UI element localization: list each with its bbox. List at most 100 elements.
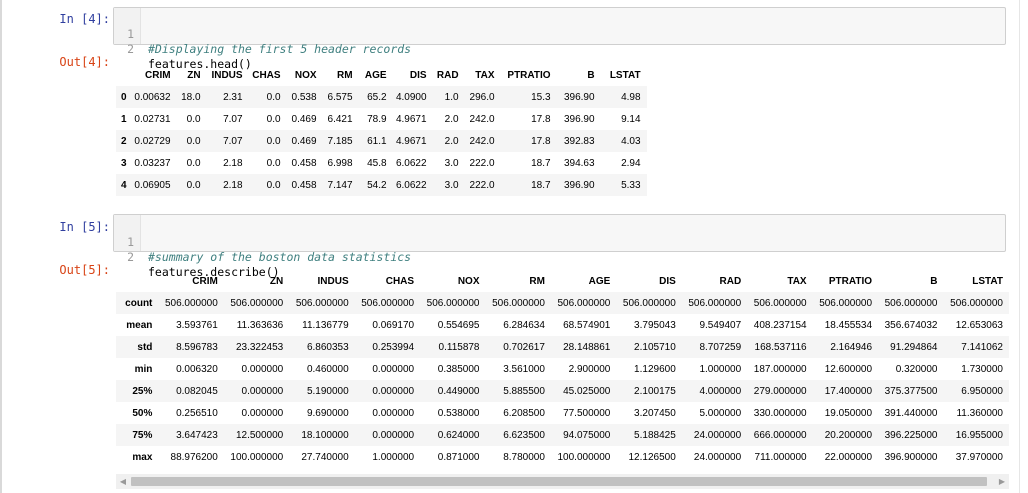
- right-edge: [1019, 0, 1020, 493]
- table-cell: 8.596783: [176, 341, 218, 353]
- table-cell: 17.400000: [824, 385, 873, 397]
- table-cell: 6.860353: [306, 341, 349, 353]
- table-cell: 0.871000: [437, 451, 480, 463]
- table-cell: 11.136779: [302, 319, 349, 331]
- row-index: count: [125, 297, 153, 309]
- code-line: 1 #summary of the boston data statistics: [114, 220, 411, 264]
- table-cell: 0.469: [291, 135, 317, 147]
- table-cell: 0.253994: [372, 341, 415, 353]
- row-index: max: [132, 451, 153, 463]
- table-cell: 8.780000: [503, 451, 545, 463]
- table-cell: 506.000000: [884, 297, 938, 309]
- column-header: ZN: [187, 69, 201, 81]
- table-cell: 0.702617: [503, 341, 545, 353]
- table-cell: 506.000000: [164, 297, 218, 309]
- table-cell: 2.0: [444, 113, 459, 125]
- code-cell-editor[interactable]: 1 #Displaying the first 5 header records…: [113, 7, 1006, 71]
- table-cell: 0.082045: [176, 385, 218, 397]
- table-cell: 2.0: [444, 135, 459, 147]
- table-cell: 0.0: [186, 179, 201, 191]
- scroll-right-arrow-icon[interactable]: ▶: [998, 477, 1006, 486]
- table-cell: 23.322453: [235, 341, 284, 353]
- horizontal-scrollbar[interactable]: ◀ ▶: [116, 474, 1009, 489]
- column-header: AGE: [364, 69, 387, 81]
- table-cell: 17.8: [531, 113, 551, 125]
- table-cell: 506.000000: [295, 297, 349, 309]
- input-prompt: In [5]:: [59, 220, 110, 234]
- table-cell: 506.000000: [819, 297, 873, 309]
- column-header: LSTAT: [972, 275, 1003, 287]
- table-cell: 12.126500: [628, 451, 676, 463]
- table-cell: 242.0: [469, 135, 495, 147]
- table-cell: 18.455534: [824, 319, 873, 331]
- table-cell: 77.500000: [563, 407, 611, 419]
- output-prompt: Out[5]:: [59, 263, 110, 277]
- scrollbar-thumb[interactable]: [131, 477, 987, 486]
- table-cell: 506.000000: [361, 297, 415, 309]
- row-index: 1: [121, 113, 127, 125]
- table-cell: 396.90: [563, 113, 595, 125]
- table-cell: 3.593761: [176, 319, 218, 331]
- scroll-left-arrow-icon[interactable]: ◀: [119, 477, 127, 486]
- table-cell: 61.1: [367, 135, 387, 147]
- table-cell: 0.538000: [437, 407, 480, 419]
- table-cell: 1.129600: [634, 363, 676, 375]
- line-number-gutter: [114, 8, 141, 44]
- table-row: 50% 0.256510 0.000000 9.690000 0.000000 0.538…: [116, 402, 1009, 424]
- table-cell: 54.2: [367, 179, 387, 191]
- table-cell: 0.115878: [438, 341, 480, 353]
- table-cell: 18.7: [531, 179, 551, 191]
- table-row: max 88.976200 100.000000 27.740000 1.000000 0…: [116, 446, 1009, 468]
- describe-output-scroll-area[interactable]: CRIM ZN INDUS CHAS NOX RM AGE DIS RAD TAX PTRATIO B…: [116, 270, 1009, 470]
- table-cell: 0.0: [266, 157, 281, 169]
- table-cell: 0.06905: [134, 179, 171, 191]
- row-index: 50%: [132, 407, 153, 419]
- table-cell: 18.7: [531, 157, 551, 169]
- table-cell: 7.147: [327, 179, 353, 191]
- table-cell: 0.0: [186, 157, 201, 169]
- table-cell: 506.000000: [426, 297, 480, 309]
- column-header: TAX: [787, 275, 807, 287]
- table-cell: 0.000000: [241, 363, 284, 375]
- table-cell: 6.0622: [395, 157, 427, 169]
- table-cell: 9.14: [621, 113, 641, 125]
- code-cell-editor[interactable]: 1 #summary of the boston data statistics…: [113, 214, 1006, 279]
- table-cell: 0.000000: [372, 385, 415, 397]
- table-row: 2 0.02729 0.0 7.07 0.0 0.469 7.185 61.1 4.9671 2.…: [116, 130, 647, 152]
- table-cell: 7.07: [223, 113, 243, 125]
- table-cell: 506.000000: [950, 297, 1003, 309]
- table-cell: 0.02731: [134, 113, 171, 125]
- row-index: mean: [126, 319, 153, 331]
- column-header: TAX: [475, 69, 495, 81]
- code-text: features.describe(): [148, 265, 280, 279]
- table-row: 75% 3.647423 12.500000 18.100000 0.000000 0.6…: [116, 424, 1009, 446]
- table-cell: 4.9671: [395, 135, 427, 147]
- table-cell: 45.025000: [563, 385, 611, 397]
- table-cell: 0.0: [266, 91, 281, 103]
- table-cell: 6.0622: [395, 179, 427, 191]
- table-cell: 5.885500: [503, 385, 545, 397]
- table-cell: 0.069170: [372, 319, 415, 331]
- column-header: CHAS: [385, 275, 415, 287]
- table-cell: 0.256510: [176, 407, 218, 419]
- table-cell: 296.0: [469, 91, 495, 103]
- table-cell: 3.0: [444, 157, 459, 169]
- table-cell: 4.03: [621, 135, 641, 147]
- table-cell: 18.100000: [301, 429, 349, 441]
- table-cell: 6.284634: [503, 319, 545, 331]
- table-cell: 2.100175: [634, 385, 676, 397]
- code-comment: #Displaying the first 5 header records: [148, 42, 412, 56]
- table-cell: 222.0: [469, 157, 495, 169]
- table-cell: 3.207450: [634, 407, 676, 419]
- code-comment: #summary of the boston data statistics: [148, 250, 412, 264]
- left-edge: [0, 0, 2, 493]
- index-header: [116, 64, 131, 86]
- table-cell: 408.237154: [753, 319, 807, 331]
- table-cell: 45.8: [367, 157, 387, 169]
- table-cell: 2.18: [223, 157, 243, 169]
- column-header: INDUS: [211, 69, 243, 81]
- row-index: min: [134, 363, 153, 375]
- table-cell: 5.33: [621, 179, 641, 191]
- table-cell: 1.0: [444, 91, 459, 103]
- table-cell: 6.998: [327, 157, 353, 169]
